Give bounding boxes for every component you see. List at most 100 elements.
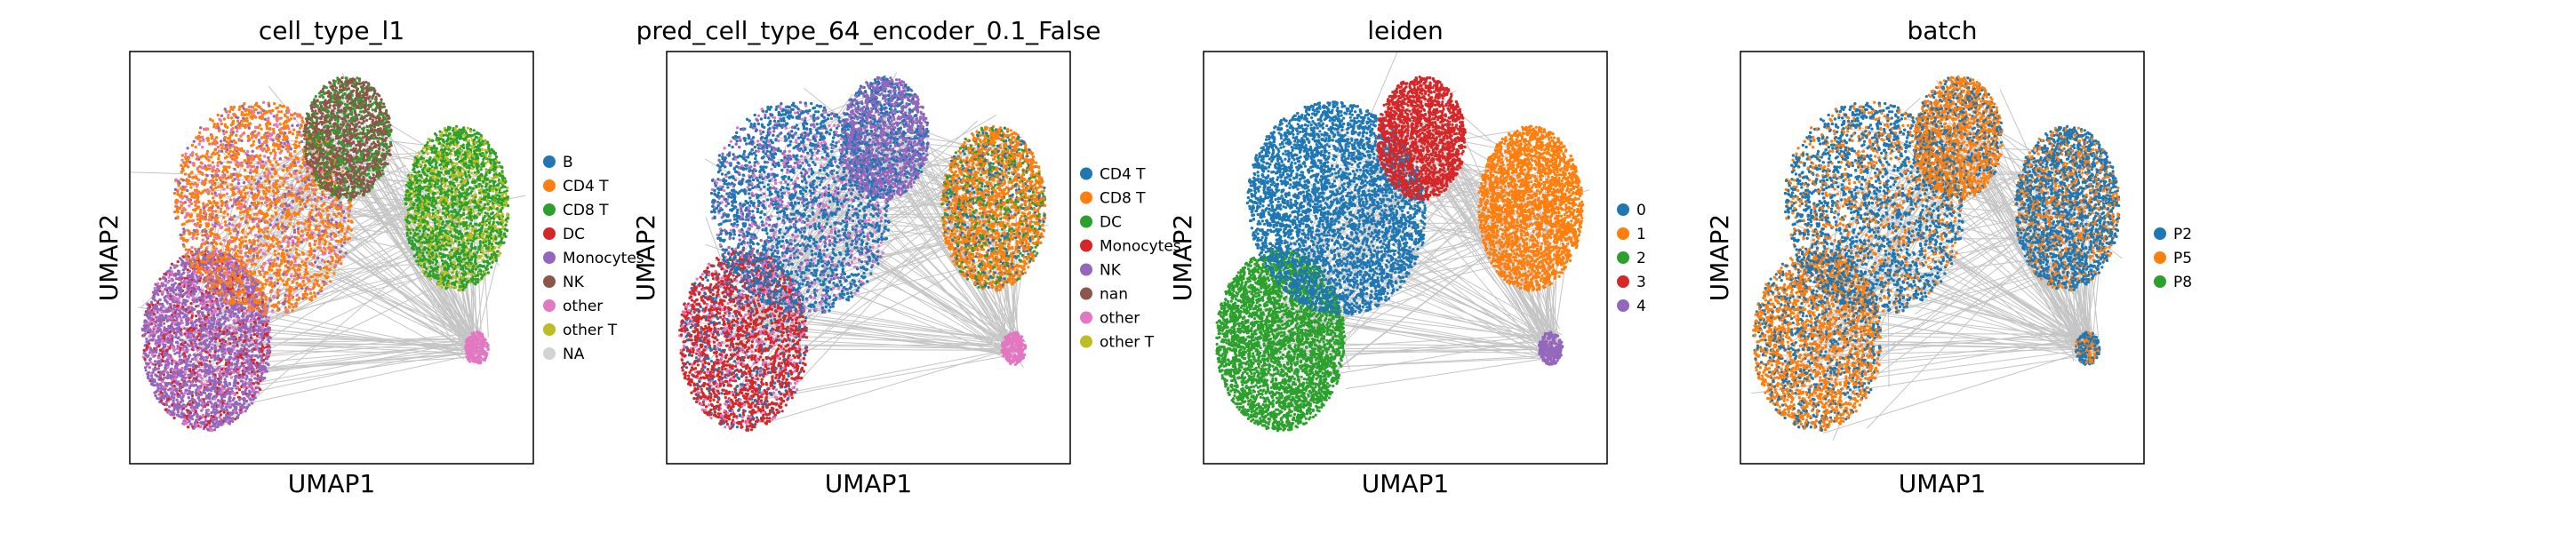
data-point bbox=[220, 265, 223, 267]
data-point bbox=[168, 411, 171, 414]
data-point bbox=[170, 368, 172, 370]
data-point bbox=[207, 294, 210, 297]
data-point bbox=[188, 386, 191, 389]
data-point bbox=[175, 371, 178, 374]
data-point bbox=[210, 402, 212, 405]
data-point bbox=[180, 397, 183, 400]
data-point bbox=[191, 358, 194, 361]
data-point bbox=[201, 409, 204, 411]
data-point bbox=[191, 298, 194, 301]
data-point bbox=[187, 317, 189, 320]
data-point bbox=[227, 287, 229, 290]
data-point bbox=[217, 378, 220, 380]
data-point bbox=[157, 336, 160, 338]
data-point bbox=[169, 327, 172, 330]
data-point bbox=[266, 322, 268, 325]
data-point bbox=[227, 372, 229, 375]
data-point bbox=[186, 415, 188, 418]
data-point bbox=[180, 277, 182, 280]
data-point bbox=[244, 389, 247, 392]
data-point bbox=[172, 381, 174, 384]
data-point bbox=[244, 353, 247, 355]
data-point bbox=[247, 366, 250, 369]
data-point bbox=[204, 419, 207, 422]
data-point bbox=[250, 361, 252, 363]
data-point bbox=[219, 410, 221, 413]
data-point bbox=[198, 280, 201, 282]
data-point bbox=[229, 356, 232, 359]
data-point bbox=[174, 314, 177, 317]
data-point bbox=[175, 399, 178, 402]
data-point bbox=[154, 287, 156, 290]
data-point bbox=[242, 406, 244, 409]
data-point bbox=[186, 314, 188, 317]
data-point bbox=[143, 349, 146, 352]
data-point bbox=[198, 297, 201, 299]
data-point bbox=[238, 329, 241, 331]
data-point bbox=[204, 375, 206, 378]
data-point bbox=[182, 301, 185, 304]
data-point bbox=[234, 352, 236, 354]
data-point bbox=[168, 276, 171, 279]
data-point bbox=[175, 308, 178, 311]
data-point bbox=[166, 371, 169, 374]
data-point bbox=[160, 308, 163, 311]
data-point bbox=[187, 274, 189, 277]
data-point bbox=[172, 283, 175, 286]
data-point bbox=[150, 317, 153, 320]
data-point bbox=[167, 362, 170, 364]
data-point bbox=[266, 357, 268, 360]
data-point bbox=[265, 362, 268, 364]
data-point bbox=[198, 373, 201, 376]
data-point bbox=[225, 414, 228, 417]
data-point bbox=[193, 385, 196, 387]
data-point bbox=[197, 305, 200, 307]
data-point bbox=[203, 423, 205, 426]
data-point bbox=[228, 314, 231, 317]
data-point bbox=[268, 349, 271, 352]
data-point bbox=[228, 332, 230, 335]
data-point bbox=[155, 351, 157, 354]
data-point bbox=[233, 358, 236, 361]
data-point bbox=[215, 417, 218, 419]
data-point bbox=[156, 282, 159, 285]
data-point bbox=[188, 354, 191, 356]
data-point bbox=[144, 321, 147, 323]
data-point bbox=[195, 337, 197, 339]
data-point bbox=[251, 402, 253, 404]
data-point bbox=[226, 402, 228, 405]
data-point bbox=[164, 388, 166, 391]
data-point bbox=[261, 362, 264, 364]
data-point bbox=[219, 388, 221, 391]
data-point bbox=[231, 417, 234, 419]
data-point bbox=[195, 378, 197, 380]
data-point bbox=[180, 259, 183, 261]
data-point bbox=[203, 370, 205, 372]
data-point bbox=[165, 349, 168, 352]
data-point bbox=[246, 279, 249, 282]
data-point bbox=[165, 300, 168, 303]
data-point bbox=[220, 424, 223, 426]
data-point bbox=[222, 355, 225, 358]
data-point bbox=[233, 322, 236, 324]
data-point bbox=[231, 326, 234, 329]
data-point bbox=[176, 341, 179, 344]
data-point bbox=[212, 343, 214, 346]
data-point bbox=[229, 353, 232, 355]
data-point bbox=[173, 348, 176, 351]
data-point bbox=[219, 402, 221, 405]
data-point bbox=[234, 366, 236, 369]
data-point bbox=[215, 300, 218, 303]
data-point bbox=[179, 355, 181, 358]
data-point bbox=[187, 410, 189, 412]
data-point bbox=[165, 310, 168, 313]
data-point bbox=[238, 323, 241, 326]
data-point bbox=[225, 375, 228, 378]
data-point bbox=[198, 289, 201, 291]
data-point bbox=[190, 339, 193, 342]
data-point bbox=[209, 297, 212, 299]
data-point bbox=[171, 271, 173, 274]
data-point bbox=[172, 330, 175, 332]
data-point bbox=[160, 363, 163, 366]
data-point bbox=[214, 377, 217, 379]
